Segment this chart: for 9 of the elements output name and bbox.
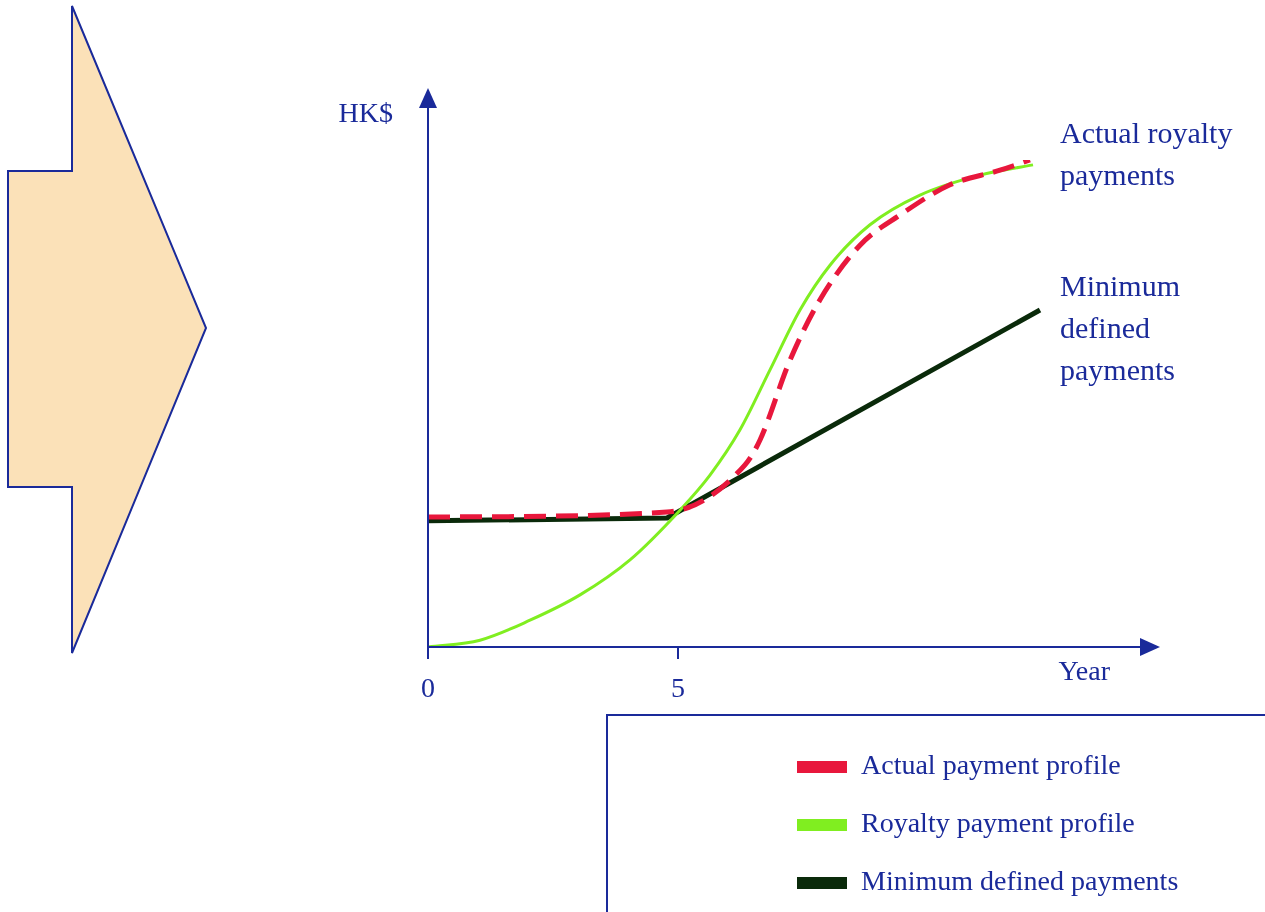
x-tick-label: 5 bbox=[671, 672, 685, 704]
y-axis-title: HK$ bbox=[338, 97, 393, 129]
legend-label: Royalty payment profile bbox=[861, 807, 1135, 839]
annotation: Actual royalty payments bbox=[1060, 115, 1233, 191]
legend-label: Actual payment profile bbox=[861, 749, 1121, 781]
x-axis-title: Year bbox=[1058, 655, 1111, 687]
legend-label: Minimum defined payments bbox=[861, 865, 1179, 897]
annotation: Minimum defined payments bbox=[1060, 268, 1181, 386]
x-tick-label: 0 bbox=[421, 672, 435, 704]
